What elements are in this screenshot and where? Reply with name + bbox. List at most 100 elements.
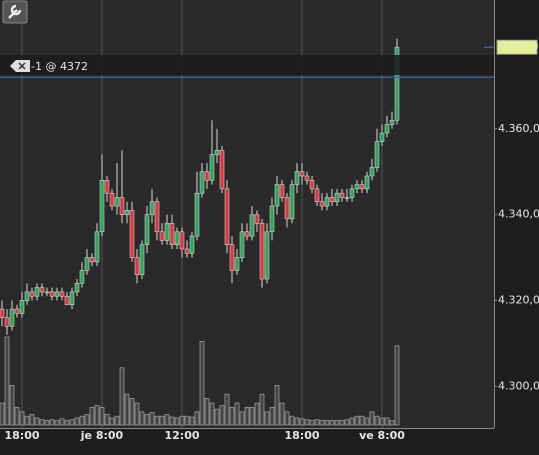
candle-body: [144, 214, 150, 245]
candle-body: [159, 231, 165, 241]
candle-body: [319, 201, 325, 207]
volume-bar: [59, 418, 65, 426]
candle-body: [9, 308, 15, 327]
candle-body: [334, 192, 340, 203]
volume-bar: [334, 420, 340, 426]
candle-body: [324, 197, 330, 207]
candle-body: [304, 175, 310, 181]
volume-bar: [134, 402, 140, 426]
volume-bar: [89, 406, 95, 426]
candle-body: [179, 231, 185, 250]
volume-bar: [384, 417, 390, 426]
last-price-box: [496, 39, 538, 55]
candle-body: [19, 300, 25, 314]
x-tick-label: 12:00: [164, 429, 199, 442]
candle-body: [189, 235, 195, 254]
candle-body: [74, 283, 80, 293]
candle-body: [49, 291, 55, 297]
volume-bar: [29, 414, 35, 426]
volume-bar: [159, 415, 165, 426]
candle-body: [199, 171, 205, 194]
candle-body: [14, 308, 20, 314]
candle-body: [239, 231, 245, 258]
candle-body: [374, 141, 380, 168]
settings-button[interactable]: [2, 0, 28, 24]
candle-body: [259, 222, 265, 280]
candle-body: [54, 291, 60, 297]
volume-bar: [0, 402, 5, 426]
x-tick-label: 18:00: [284, 429, 319, 442]
candle-body: [99, 180, 105, 233]
volume-bar: [79, 415, 85, 426]
candle-body: [184, 248, 190, 254]
order-label: -1 @ 4372: [31, 60, 88, 73]
volume-bar: [179, 415, 185, 426]
candle-body: [379, 132, 385, 142]
candle-body: [274, 184, 280, 207]
candle-body: [359, 184, 365, 190]
candle-body: [254, 214, 260, 224]
candle-body: [24, 291, 30, 301]
volume-bar: [354, 415, 360, 426]
candle-body: [134, 257, 140, 275]
volume-bar: [199, 340, 205, 426]
y-tick-label: 4.360,0: [498, 122, 539, 135]
candle-body: [109, 192, 115, 207]
volume-bar: [299, 418, 305, 426]
volume-bar: [109, 417, 115, 426]
candle-body: [344, 197, 350, 199]
candle-body: [154, 201, 160, 233]
order-band[interactable]: [0, 55, 494, 75]
volume-bar: [44, 420, 50, 426]
candle-body: [164, 222, 170, 241]
volume-bar: [54, 420, 60, 426]
candle-body: [249, 214, 255, 237]
volume-bar: [149, 412, 155, 426]
candle-body: [389, 119, 395, 125]
volume-bar: [324, 420, 330, 426]
volume-bar: [9, 384, 15, 426]
volume-bar: [249, 406, 255, 426]
volume-bar: [329, 420, 335, 426]
candle-body: [39, 287, 45, 293]
volume-bar: [289, 415, 295, 426]
volume-bar: [369, 411, 375, 426]
volume-bar: [244, 406, 250, 426]
candle-body: [194, 192, 200, 237]
candle-body: [79, 270, 85, 284]
volume-bar: [154, 415, 160, 426]
candle-body: [339, 192, 345, 198]
volume-bar: [69, 419, 75, 426]
volume-bar: [164, 414, 170, 426]
volume-bar: [49, 419, 55, 426]
volume-bar: [124, 393, 130, 426]
volume-bar: [34, 417, 40, 426]
last-price-label: 4379,0: [500, 40, 539, 53]
volume-bar: [174, 417, 180, 426]
volume-bar: [104, 414, 110, 426]
volume-bar: [344, 419, 350, 426]
y-tick-label: 4.340,0: [498, 208, 539, 221]
volume-bar: [339, 420, 345, 426]
volume-bar: [4, 336, 10, 426]
candle-body: [174, 231, 180, 245]
candle-body: [214, 150, 220, 155]
candle-body: [169, 222, 175, 245]
volume-bar: [229, 406, 235, 426]
volume-bar: [64, 420, 70, 426]
candle-body: [219, 150, 225, 190]
candle-body: [204, 171, 210, 181]
volume-bar: [119, 367, 125, 426]
volume-bar: [219, 405, 225, 426]
volume-bar: [274, 384, 280, 426]
volume-bar: [99, 406, 105, 426]
y-tick-label: 4.320,0: [498, 294, 539, 307]
candle-body: [354, 184, 360, 190]
candle-body: [44, 291, 50, 294]
candle-body: [289, 184, 295, 220]
candle-body: [294, 171, 300, 185]
candle-body: [394, 46, 400, 121]
candle-body: [224, 188, 230, 245]
volume-bar: [379, 417, 385, 426]
